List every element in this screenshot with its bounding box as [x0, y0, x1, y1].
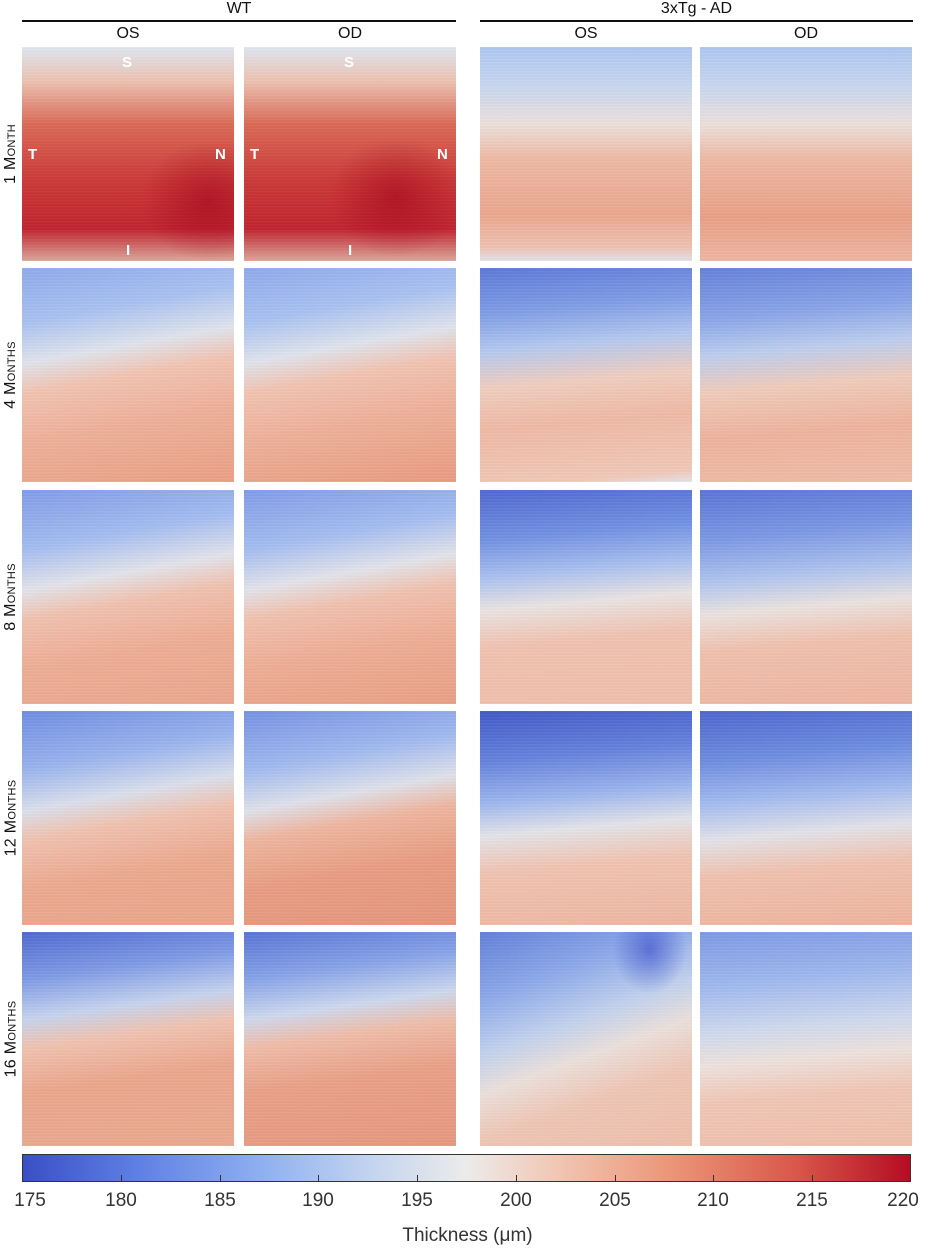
panel-texture [480, 932, 692, 1146]
heatmap-panel-12m-ad-os [480, 711, 692, 925]
panel-texture [700, 932, 912, 1146]
panel-texture [244, 932, 456, 1146]
col-title-wt-os: OS [116, 25, 140, 42]
row-label-16-months: 16 Months [0, 932, 22, 1146]
panel-texture [480, 490, 692, 704]
orientation-label-superior: S [344, 54, 355, 71]
panel-texture [700, 268, 912, 482]
colorbar-tick-label-200: 200 [500, 1190, 532, 1211]
colorbar [22, 1154, 911, 1182]
group-title-wt: WT [226, 0, 252, 17]
heatmap-panel-4m-wt-od [244, 268, 456, 482]
orientation-label-nasal: N [215, 146, 226, 163]
col-title-ad-os: OS [574, 25, 598, 42]
heatmap-panel-8m-wt-od [244, 490, 456, 704]
heatmap-panel-8m-ad-os [480, 490, 692, 704]
panel-texture [480, 268, 692, 482]
heatmap-panel-1m-wt-os: S T N I [22, 47, 234, 261]
heatmap-panel-8m-wt-os [22, 490, 234, 704]
heatmap-panel-16m-ad-os [480, 932, 692, 1146]
heatmap-panel-1m-ad-os [480, 47, 692, 261]
colorbar-tick [121, 1175, 122, 1182]
colorbar-tick-label-190: 190 [302, 1190, 334, 1211]
colorbar-tick [812, 1175, 813, 1182]
row-label-1-month: 1 Month [0, 47, 22, 261]
heatmap-panel-12m-wt-os [22, 711, 234, 925]
heatmap-panel-4m-wt-os [22, 268, 234, 482]
row-label-8-months: 8 Months [0, 490, 22, 704]
row-label-text: 8 Months [2, 563, 20, 631]
heatmap-panel-4m-ad-os [480, 268, 692, 482]
colorbar-tick [713, 1175, 714, 1182]
orientation-label-superior: S [122, 54, 133, 71]
row-label-4-months: 4 Months [0, 268, 22, 482]
panel-texture [244, 47, 456, 261]
orientation-label-temporal: T [28, 146, 38, 163]
orientation-label-inferior: I [348, 242, 353, 259]
panel-texture [22, 47, 234, 261]
row-label-text: 1 Month [2, 124, 19, 184]
panel-texture [244, 268, 456, 482]
panel-texture [700, 47, 912, 261]
panel-texture [700, 711, 912, 925]
panel-texture [22, 932, 234, 1146]
heatmap-panel-8m-ad-od [700, 490, 912, 704]
colorbar-tick-label-175: 175 [14, 1190, 46, 1211]
colorbar-tick [318, 1175, 319, 1182]
group-rule-wt [22, 20, 456, 22]
heatmap-panel-16m-ad-od [700, 932, 912, 1146]
heatmap-panel-4m-ad-od [700, 268, 912, 482]
group-rule-3xtg-ad [480, 20, 913, 22]
colorbar-tick [615, 1175, 616, 1182]
group-title-3xtg-ad: 3xTg - AD [660, 0, 733, 17]
heatmap-panel-12m-ad-od [700, 711, 912, 925]
colorbar-tick-label-220: 220 [887, 1190, 919, 1211]
panel-texture [700, 490, 912, 704]
panel-texture [480, 711, 692, 925]
heatmap-panel-1m-wt-od: S T N I [244, 47, 456, 261]
heatmap-panel-16m-wt-os [22, 932, 234, 1146]
colorbar-tick-label-210: 210 [697, 1190, 729, 1211]
heatmap-panel-16m-wt-od [244, 932, 456, 1146]
panel-texture [244, 711, 456, 925]
orientation-label-nasal: N [437, 146, 448, 163]
colorbar-tick-label-205: 205 [599, 1190, 631, 1211]
panel-texture [22, 490, 234, 704]
panel-texture [22, 711, 234, 925]
colorbar-title: Thickness (μm) [402, 1225, 533, 1246]
colorbar-tick [417, 1175, 418, 1182]
heatmap-panel-1m-ad-od [700, 47, 912, 261]
heatmap-panel-12m-wt-od [244, 711, 456, 925]
orientation-label-inferior: I [126, 242, 131, 259]
colorbar-tick-label-180: 180 [105, 1190, 137, 1211]
colorbar-tick-label-185: 185 [204, 1190, 236, 1211]
colorbar-tick-label-195: 195 [401, 1190, 433, 1211]
row-label-text: 4 Months [2, 341, 20, 409]
colorbar-gradient [23, 1155, 910, 1181]
colorbar-tick-label-215: 215 [796, 1190, 828, 1211]
panel-texture [480, 47, 692, 261]
col-title-wt-od: OD [338, 25, 362, 42]
row-label-text: 12 Months [2, 779, 19, 857]
orientation-label-temporal: T [250, 146, 260, 163]
row-label-12-months: 12 Months [0, 711, 22, 925]
col-title-ad-od: OD [794, 25, 818, 42]
row-label-text: 16 Months [2, 1000, 19, 1078]
colorbar-tick [516, 1175, 517, 1182]
colorbar-tick [220, 1175, 221, 1182]
panel-texture [22, 268, 234, 482]
panel-texture [244, 490, 456, 704]
